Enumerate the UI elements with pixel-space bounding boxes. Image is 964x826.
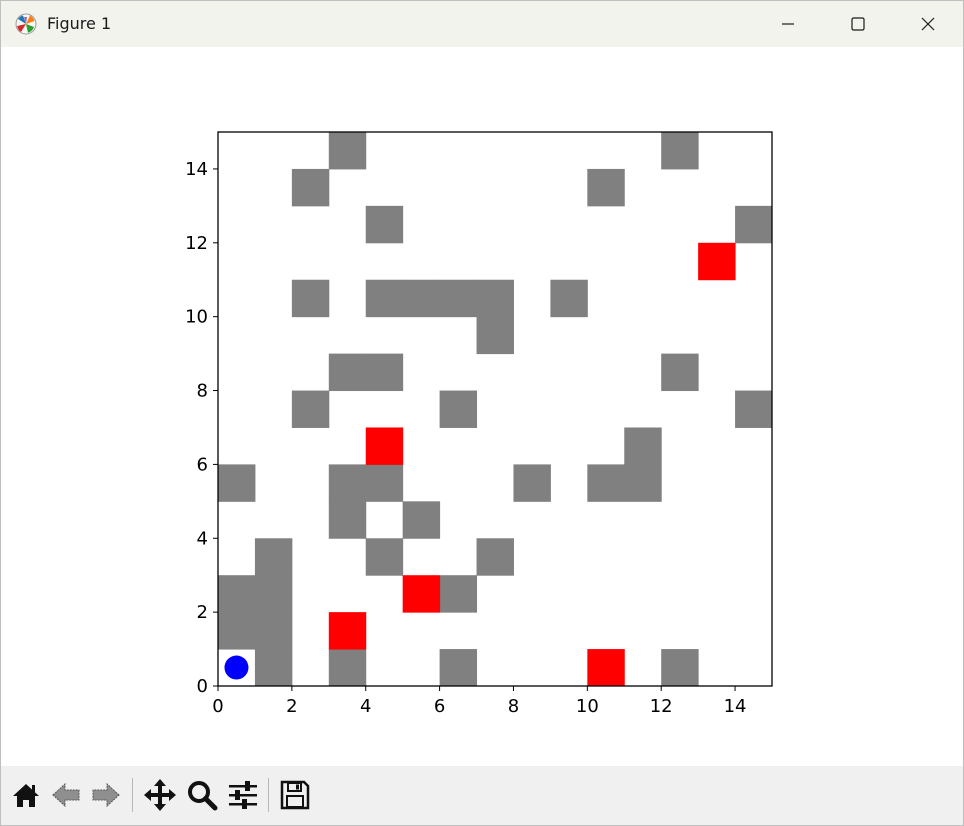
maximize-button[interactable]	[823, 1, 893, 47]
obstacle-cell	[365, 279, 404, 318]
obstacle-cell	[365, 353, 404, 392]
obstacle-cell	[328, 464, 367, 502]
obstacle-cell	[254, 538, 293, 576]
obstacle-cell	[476, 279, 514, 318]
obstacle-cell	[291, 390, 330, 428]
target-cell	[402, 575, 441, 613]
obstacle-cell	[587, 464, 625, 502]
home-button[interactable]	[7, 776, 45, 814]
axes-frame	[217, 131, 773, 687]
close-button[interactable]	[893, 1, 963, 47]
obstacle-cell	[661, 132, 699, 170]
move-arrows-icon	[144, 779, 176, 811]
obstacle-cell	[735, 205, 773, 244]
x-tick-label: 8	[508, 696, 519, 717]
zoom-button[interactable]	[183, 776, 221, 814]
obstacle-cell	[328, 132, 367, 170]
y-tick-label: 10	[185, 307, 208, 328]
navigation-toolbar	[1, 766, 963, 825]
obstacle-cell	[513, 464, 551, 502]
obstacle-cell	[587, 168, 625, 207]
target-cell	[365, 427, 404, 465]
obstacle-cell	[291, 168, 330, 207]
save-button[interactable]	[276, 776, 314, 814]
obstacle-cell	[624, 464, 662, 502]
x-tick-label: 6	[434, 696, 445, 717]
target-cell	[698, 242, 736, 281]
y-tick-label: 0	[197, 676, 208, 697]
x-tick-label: 10	[576, 696, 599, 717]
obstacle-cell	[624, 427, 662, 465]
sliders-icon	[229, 781, 257, 809]
obstacle-cell	[291, 279, 330, 318]
obstacle-cell	[476, 316, 514, 355]
obstacle-cell	[476, 538, 514, 576]
y-tick-label: 12	[185, 233, 208, 254]
obstacle-cell	[439, 575, 478, 613]
minimize-icon	[782, 23, 794, 25]
grid-world-chart: 0 2 4 6 8 10 12 14 0 2 4 6 8 10 12 14	[185, 131, 773, 717]
obstacle-cell	[365, 538, 404, 576]
obstacle-cell	[254, 612, 293, 650]
obstacle-cell	[365, 205, 404, 244]
back-arrow-icon	[52, 782, 80, 808]
target-cell	[328, 612, 367, 650]
floppy-disk-icon	[280, 780, 310, 810]
y-tick-label: 4	[197, 528, 208, 549]
close-icon	[921, 17, 935, 31]
obstacle-cell	[439, 390, 478, 428]
maximize-icon	[851, 17, 865, 31]
x-tick-label: 2	[286, 696, 297, 717]
window-title: Figure 1	[47, 14, 112, 33]
pan-button[interactable]	[141, 776, 179, 814]
obstacle-cell	[439, 279, 478, 318]
title-bar[interactable]: Figure 1	[1, 1, 963, 47]
obstacle-cell	[328, 649, 367, 687]
obstacle-cell	[328, 353, 367, 392]
back-button[interactable]	[47, 776, 85, 814]
figure-canvas[interactable]: 0 2 4 6 8 10 12 14 0 2 4 6 8 10 12 14	[1, 47, 963, 765]
obstacle-cell	[735, 390, 773, 428]
obstacle-cell	[218, 575, 256, 613]
forward-button[interactable]	[87, 776, 125, 814]
obstacle-cell	[550, 279, 588, 318]
obstacle-cell	[328, 501, 367, 539]
toolbar-separator	[268, 778, 269, 812]
toolbar-separator	[132, 778, 133, 812]
obstacle-cell	[365, 464, 404, 502]
obstacle-cell	[661, 649, 699, 687]
target-cell	[587, 649, 625, 687]
obstacle-cell	[254, 649, 293, 687]
agent-marker	[224, 655, 249, 680]
obstacle-cell	[402, 501, 441, 539]
y-tick-label: 8	[197, 381, 208, 402]
obstacle-cell	[254, 575, 293, 613]
x-tick-label: 14	[724, 696, 747, 717]
y-tick-label: 6	[197, 454, 208, 475]
minimize-button[interactable]	[753, 1, 823, 47]
matplotlib-logo-icon	[15, 13, 37, 35]
y-tick-label: 2	[197, 602, 208, 623]
y-tick-label: 14	[185, 159, 208, 180]
x-tick-label: 0	[212, 696, 223, 717]
obstacle-cell	[218, 612, 256, 650]
home-icon	[13, 784, 39, 807]
obstacle-cell	[661, 353, 699, 392]
obstacle-cell	[439, 649, 478, 687]
magnifier-icon	[188, 781, 218, 811]
obstacle-cell	[402, 279, 441, 318]
obstacle-cell	[218, 464, 256, 502]
x-tick-label: 4	[360, 696, 371, 717]
forward-arrow-icon	[92, 782, 120, 808]
configure-subplots-button[interactable]	[224, 776, 262, 814]
x-tick-label: 12	[650, 696, 673, 717]
